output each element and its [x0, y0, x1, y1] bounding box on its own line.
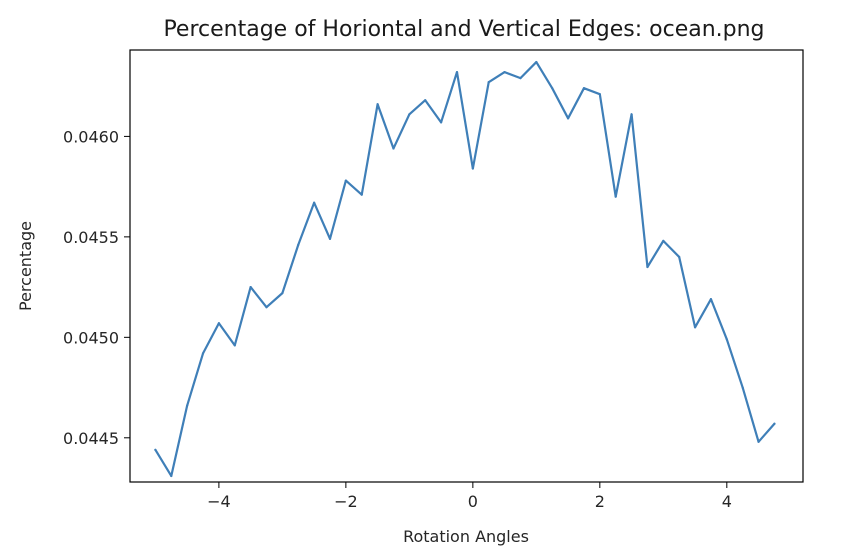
data-point — [440, 121, 443, 124]
y-tick-label: 0.0460 — [63, 127, 119, 146]
data-point — [678, 255, 681, 259]
data-point — [281, 292, 284, 295]
data-point — [344, 179, 347, 182]
data-point — [360, 193, 363, 196]
data-point — [201, 352, 205, 355]
data-point — [614, 195, 617, 198]
data-point — [519, 77, 522, 80]
data-point — [757, 440, 760, 443]
data-point — [646, 265, 649, 269]
x-axis-ticks: −4 −2 0 2 4 — [207, 482, 732, 511]
data-point — [662, 239, 665, 242]
data-point — [487, 81, 490, 84]
series-line — [154, 60, 776, 478]
data-point — [551, 87, 554, 90]
data-point — [376, 103, 379, 106]
data-point — [709, 298, 713, 301]
plot-area-frame — [129, 49, 804, 483]
x-tick-label: −4 — [207, 492, 231, 511]
series-layer — [154, 60, 776, 478]
data-point — [408, 113, 411, 116]
data-point — [725, 338, 728, 341]
x-tick-label: −2 — [334, 492, 358, 511]
x-tick-label: 4 — [722, 492, 732, 511]
data-point — [313, 201, 316, 204]
data-point — [741, 386, 744, 389]
x-tick-label: 2 — [595, 492, 605, 511]
data-point — [535, 60, 538, 64]
data-point — [186, 404, 189, 407]
data-point — [392, 147, 395, 150]
data-point — [154, 448, 157, 451]
y-axis-ticks: 0.0445 0.0450 0.0455 0.0460 — [63, 127, 130, 448]
data-point — [249, 286, 252, 289]
y-axis-label: Percentage — [16, 221, 35, 311]
data-point — [424, 99, 427, 102]
y-tick-label: 0.0445 — [63, 429, 119, 448]
data-point — [297, 243, 300, 246]
data-point — [598, 93, 601, 96]
data-point — [265, 306, 268, 309]
data-point — [773, 422, 776, 425]
data-point — [455, 71, 459, 74]
y-tick-label: 0.0450 — [63, 328, 119, 347]
y-tick-label: 0.0455 — [63, 228, 119, 247]
data-point — [328, 237, 332, 240]
data-point — [630, 113, 633, 116]
x-tick-label: 0 — [468, 492, 478, 511]
data-point — [217, 322, 220, 325]
data-point — [233, 344, 236, 347]
data-point — [693, 326, 697, 329]
data-point — [170, 474, 173, 478]
chart-title: Percentage of Horiontal and Vertical Edg… — [163, 17, 764, 42]
data-point — [582, 87, 586, 90]
x-axis-label: Rotation Angles — [403, 527, 529, 546]
data-point — [566, 117, 570, 120]
data-point — [503, 71, 506, 74]
data-point — [471, 167, 474, 170]
